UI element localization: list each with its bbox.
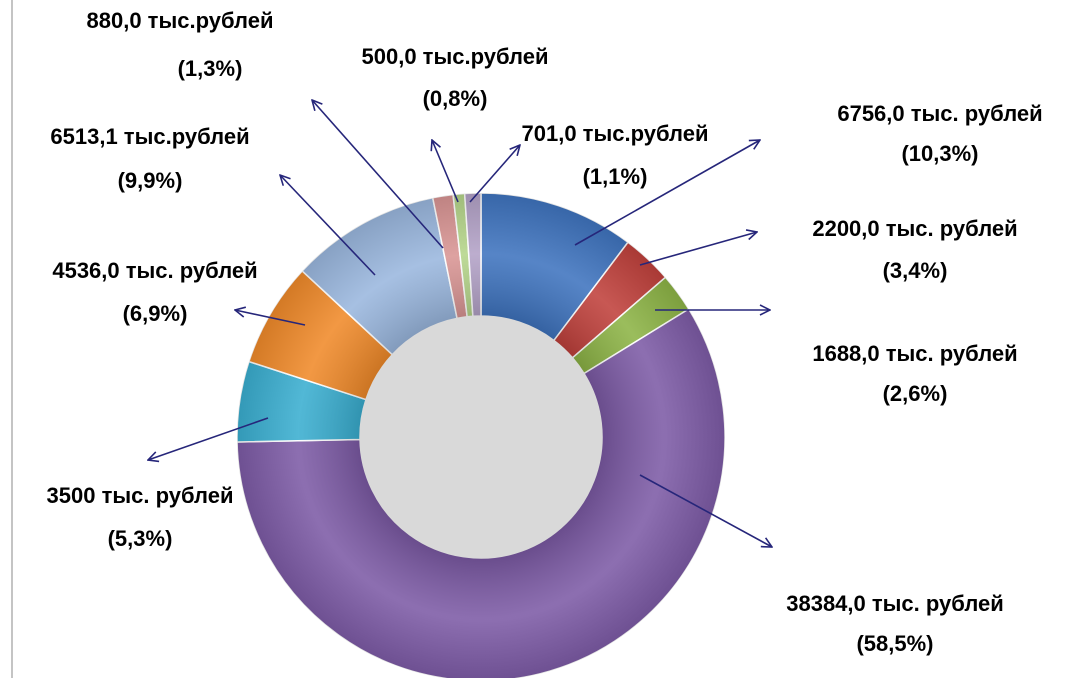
leader-arrow [148,417,269,460]
percent-label: (58,5%) [856,631,933,656]
value-label: 6756,0 тыс. рублей [837,101,1042,126]
leader-arrow [639,232,757,266]
leader-arrow [280,175,376,276]
leader-arrow [312,100,444,249]
value-label: 3500 тыс. рублей [47,483,234,508]
leader-arrow [432,140,459,203]
percent-label: (1,1%) [583,164,648,189]
leader-arrow [469,145,520,203]
percent-label: (1,3%) [178,56,243,81]
value-label: 880,0 тыс.рублей [87,8,274,33]
percent-label: (10,3%) [901,141,978,166]
leader-arrow [235,310,306,326]
percent-label: (6,9%) [123,301,188,326]
percent-label: (0,8%) [423,86,488,111]
value-label: 1688,0 тыс. рублей [812,341,1017,366]
leader-arrow [639,474,772,547]
value-label: 38384,0 тыс. рублей [786,591,1004,616]
percent-label: (3,4%) [883,258,948,283]
value-label: 6513,1 тыс.рублей [50,124,249,149]
percent-label: (5,3%) [108,526,173,551]
value-label: 2200,0 тыс. рублей [812,216,1017,241]
value-label: 701,0 тыс.рублей [522,121,709,146]
leader-arrow [574,140,760,246]
value-label: 4536,0 тыс. рублей [52,258,257,283]
value-label: 500,0 тыс.рублей [362,44,549,69]
percent-label: (2,6%) [883,381,948,406]
percent-label: (9,9%) [118,168,183,193]
